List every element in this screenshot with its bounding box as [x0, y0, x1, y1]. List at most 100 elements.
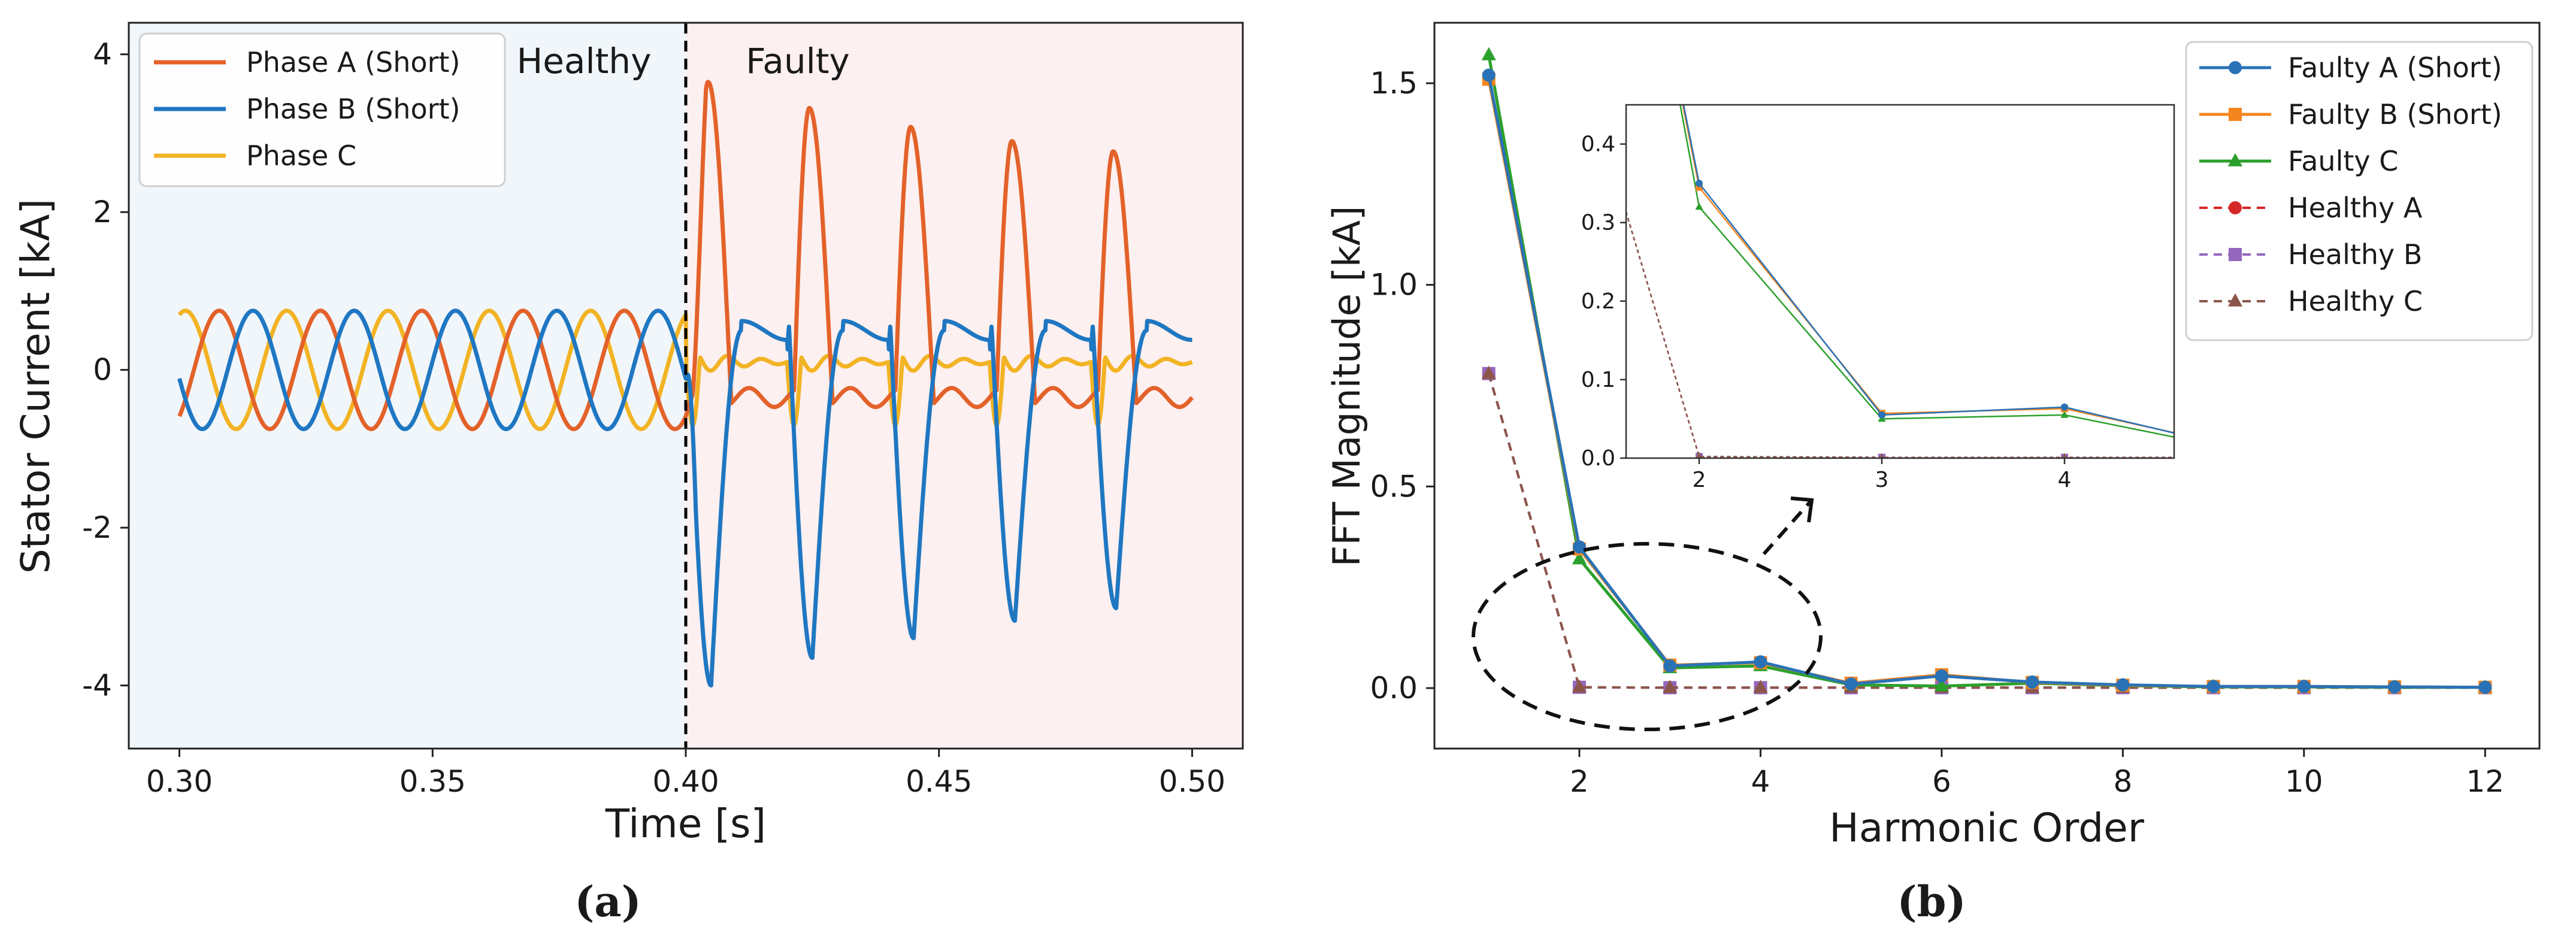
inset-point-marker	[2060, 410, 2069, 418]
panel-b-axes-frame	[1433, 22, 2541, 750]
data-point-marker	[1663, 680, 1678, 693]
y-tick-label: 0	[93, 353, 112, 387]
panel-a: 0.30 0.35 0.40 0.45 0.50 4 2 0 -2 -4 Healthy Faul…	[13, 22, 1244, 926]
inset-y-tick-label: 0.0	[1581, 446, 1615, 471]
inset-point-marker	[2062, 453, 2068, 458]
inset-y-tick-label: 0.1	[1581, 368, 1615, 392]
x-tick-label: 0.30	[146, 764, 213, 799]
data-point-marker	[1754, 655, 1767, 669]
inset-y-tick-label: 0.3	[1581, 211, 1615, 235]
inset-point-marker	[2426, 454, 2433, 461]
legend-marker	[2229, 201, 2242, 214]
inset-ticks: 2 3 4 0.4 0.3 0.2 0.1 0.0	[1581, 132, 2072, 492]
inset-frame	[1625, 104, 2175, 459]
legend-marker	[2227, 293, 2243, 307]
x-tick-label: 8	[2113, 764, 2132, 799]
legend-label: Faulty C	[2288, 145, 2398, 177]
x-tick-label: 6	[1932, 764, 1951, 799]
panel-a-ticks: 0.30 0.35 0.40 0.45 0.50 4 2 0 -2 -4	[82, 37, 1225, 799]
y-tick-label: 2	[93, 195, 112, 229]
faulty-region-label: Faulty	[746, 41, 850, 81]
inset-point-marker	[2244, 447, 2251, 454]
data-point-marker	[1934, 678, 1949, 692]
panel-b-label: (b)	[1897, 877, 1966, 926]
inset-point-marker	[1696, 180, 1703, 187]
inset-point-marker	[2426, 453, 2433, 460]
x-tick-label: 0.40	[652, 764, 719, 799]
data-point-marker	[1753, 680, 1768, 693]
panel-b-series	[1481, 47, 2493, 695]
data-point-marker	[1572, 540, 1586, 554]
inset-x-tick-label: 2	[1693, 468, 1706, 492]
data-point-marker	[2026, 675, 2039, 689]
data-point-marker	[2116, 678, 2130, 692]
inset-background	[1626, 105, 2174, 458]
inset-point-marker	[1879, 453, 1885, 458]
zoom-highlight-ellipse	[1472, 542, 1823, 731]
inset-point-marker	[2426, 431, 2433, 438]
legend-label-phase-b: Phase B (Short)	[246, 93, 461, 125]
panel-b-ticks: 2 4 6 8 10 12 1.5 1.0 0.5 0.0	[1370, 66, 2504, 799]
y-tick-label: 4	[93, 37, 112, 72]
zoom-arrow-icon	[1762, 496, 1814, 555]
data-point-marker	[2388, 680, 2402, 693]
x-tick-label: 10	[2285, 764, 2323, 799]
legend-label: Healthy C	[2288, 285, 2423, 317]
healthy-region-label: Healthy	[517, 41, 652, 81]
legend-label: Healthy A	[2288, 192, 2423, 224]
inset-point-marker	[2244, 445, 2251, 452]
data-point-marker	[2297, 680, 2311, 693]
data-point-marker	[1844, 677, 1858, 691]
series-line-faulty-a-short	[1487, 75, 2486, 689]
y-tick-label: 1.5	[1370, 66, 1418, 101]
inset-point-marker	[1696, 452, 1703, 458]
panel-b-y-axis-label: FFT Magnitude [kA]	[1325, 206, 1369, 567]
legend-label: Faulty A (Short)	[2288, 52, 2502, 84]
inset-zoom-chart: 2 3 4 0.4 0.3 0.2 0.1 0.0	[1581, 104, 2433, 492]
legend-marker	[2229, 248, 2242, 261]
y-tick-label: -4	[82, 668, 112, 703]
data-point-marker	[1572, 551, 1587, 565]
data-point-marker	[1482, 68, 1496, 82]
inset-point-marker	[2244, 454, 2251, 461]
y-tick-label: -2	[82, 510, 112, 545]
inset-point-marker	[2426, 429, 2433, 436]
inset-point-marker	[1878, 411, 1885, 419]
legend-marker	[2229, 108, 2242, 121]
y-tick-label: 0.5	[1370, 469, 1418, 504]
panel-a-x-axis-label: Time [s]	[605, 801, 766, 847]
data-point-marker	[1481, 365, 1496, 379]
y-tick-label: 0.0	[1370, 671, 1418, 705]
x-tick-label: 0.50	[1159, 764, 1225, 799]
y-tick-label: 1.0	[1370, 268, 1418, 302]
series-line-phase-a	[177, 80, 1194, 431]
inset-point-marker	[2426, 450, 2433, 457]
data-point-marker	[1663, 659, 1677, 673]
series-line-phase-b	[177, 308, 1194, 688]
inset-x-tick-label: 3	[1875, 468, 1889, 492]
panel-b-legend: Faulty A (Short) Faulty B (Short) Faulty C…	[2185, 41, 2533, 341]
legend-marker	[2229, 61, 2242, 74]
data-point-marker	[1481, 47, 1496, 60]
data-point-marker	[2478, 680, 2492, 694]
legend-label: Healthy B	[2288, 238, 2422, 271]
inset-series	[1626, 105, 2433, 461]
legend-label-phase-a: Phase A (Short)	[246, 46, 460, 78]
data-point-marker	[2206, 680, 2220, 693]
x-tick-label: 0.45	[906, 764, 972, 799]
inset-y-tick-label: 0.4	[1581, 132, 1615, 157]
faulty-region	[686, 23, 1243, 749]
panel-b-legend-box	[2185, 41, 2533, 341]
panel-b: 2 4 6 8 10 121.51.00.50.0 2 3 40.40.30.20.10.0 …	[1325, 22, 2541, 926]
inset-point-marker	[2243, 453, 2251, 460]
inset-point-marker	[2061, 403, 2068, 411]
legend-label: Faulty B (Short)	[2288, 98, 2502, 131]
inset-point-marker	[2243, 447, 2251, 455]
inset-series-line	[1682, 105, 2174, 434]
panel-a-y-axis-label: Stator Current [kA]	[13, 199, 59, 574]
legend-label-phase-c: Phase C	[246, 140, 356, 172]
panel-a-label: (a)	[574, 877, 641, 926]
x-tick-label: 4	[1751, 764, 1770, 799]
panel-b-x-axis-label: Harmonic Order	[1829, 805, 2145, 851]
